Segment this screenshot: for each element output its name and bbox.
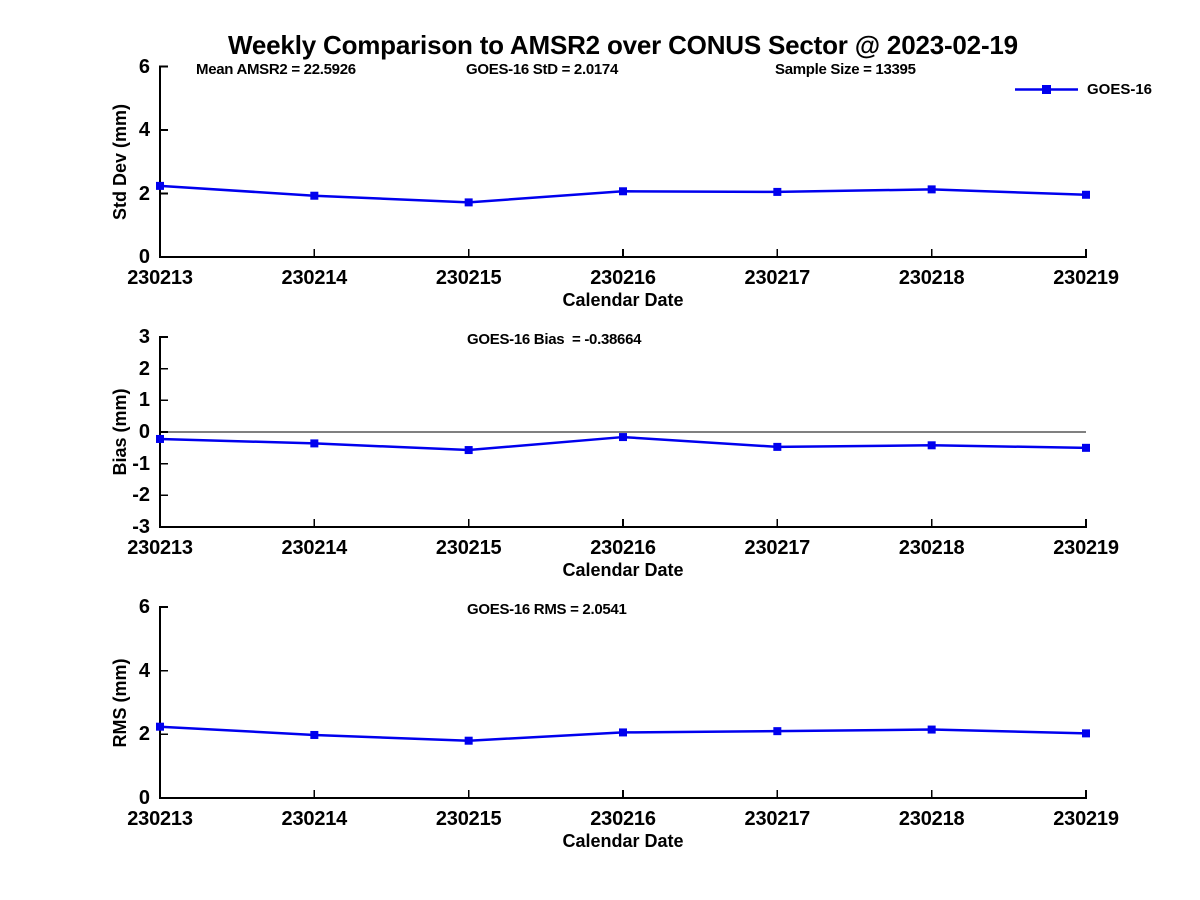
y-tick-label: 4 (138, 659, 150, 682)
x-tick-label: 230214 (281, 267, 348, 289)
x-tick-label: 230216 (590, 267, 656, 289)
legend-marker-sample (1042, 85, 1051, 94)
y-axis-label-bias: Bias (mm) (110, 388, 130, 476)
x-tick-label: 230219 (1053, 267, 1119, 289)
subplot-stddev (156, 65, 1090, 258)
annotation-sample-size: Sample Size = 13395 (775, 60, 916, 78)
series-marker-goes16 (619, 728, 627, 737)
annotation-goes16-bias: GOES-16 Bias = -0.38664 (467, 331, 642, 348)
annotation-goes16-std: GOES-16 StD = 2.0174 (466, 60, 618, 78)
series-marker-goes16 (464, 198, 473, 207)
series-marker-goes16 (773, 442, 782, 451)
series-marker-goes16 (619, 187, 627, 196)
y-axis-label-stddev: Std Dev (mm) (110, 103, 130, 220)
x-tick-label: 230213 (127, 808, 193, 830)
series-marker-goes16 (464, 446, 473, 455)
x-tick-label: 230219 (1053, 808, 1119, 830)
series-marker-goes16 (156, 181, 164, 190)
x-tick-label: 230214 (281, 808, 348, 830)
series-marker-goes16 (310, 439, 319, 448)
series-marker-goes16 (927, 441, 936, 450)
y-tick-label: 6 (138, 596, 150, 618)
y-tick-label: 1 (138, 389, 150, 412)
x-tick-label: 230218 (898, 808, 965, 830)
axes-rms (159, 606, 1087, 799)
y-tick-label: -3 (132, 516, 150, 538)
series-marker-goes16 (927, 725, 936, 734)
x-tick-label: 230214 (281, 537, 348, 559)
x-tick-label: 230217 (744, 808, 811, 830)
x-tick-label: 230216 (590, 537, 656, 559)
x-axis-label-calendar-date: Calendar Date (562, 290, 684, 310)
series-marker-goes16 (927, 185, 936, 194)
legend-goes16-swatch (1015, 85, 1078, 94)
x-tick-label: 230217 (744, 267, 811, 289)
series-marker-goes16 (773, 727, 782, 736)
x-tick-label: 230219 (1053, 537, 1119, 559)
y-tick-label: -2 (132, 484, 150, 507)
y-tick-label: 6 (138, 55, 150, 78)
y-tick-label: 0 (138, 421, 150, 443)
x-tick-label: 230217 (744, 537, 811, 559)
series-marker-goes16 (310, 191, 319, 200)
y-tick-label: 2 (138, 357, 150, 380)
x-axis-label-calendar-date: Calendar Date (562, 831, 684, 851)
y-tick-label: 0 (138, 787, 150, 809)
annotation-goes16-rms: GOES-16 RMS = 2.0541 (467, 601, 627, 618)
y-tick-label: 4 (138, 119, 150, 141)
series-marker-goes16 (156, 722, 164, 731)
legend-goes16-label: GOES-16 (1087, 81, 1153, 98)
y-tick-label: 0 (138, 246, 150, 268)
series-marker-goes16 (1082, 190, 1090, 199)
x-tick-label: 230213 (127, 537, 193, 559)
x-tick-label: 230215 (435, 537, 502, 559)
subplot-bias (156, 336, 1090, 528)
series-marker-goes16 (1082, 443, 1090, 452)
chart-title: Weekly Comparison to AMSR2 over CONUS Se… (228, 30, 1018, 60)
x-tick-label: 230218 (898, 267, 965, 289)
y-tick-label: 3 (138, 326, 150, 348)
x-tick-label: 230216 (590, 808, 656, 830)
series-marker-goes16 (619, 433, 627, 442)
x-axis-label-calendar-date: Calendar Date (562, 560, 684, 580)
annotation-mean-amsr2: Mean AMSR2 = 22.5926 (196, 60, 356, 78)
series-marker-goes16 (773, 187, 782, 196)
y-tick-label: -1 (132, 452, 150, 475)
y-tick-label: 2 (138, 182, 150, 205)
x-tick-label: 230218 (898, 537, 965, 559)
x-tick-label: 230213 (127, 267, 193, 289)
subplot-rms (156, 606, 1090, 799)
series-marker-goes16 (1082, 729, 1090, 738)
axes-stddev (159, 65, 1087, 258)
x-tick-label: 230215 (435, 808, 502, 830)
y-axis-label-rms: RMS (mm) (110, 658, 130, 747)
y-tick-label: 2 (138, 723, 150, 746)
series-marker-goes16 (464, 736, 473, 745)
series-marker-goes16 (310, 730, 319, 739)
series-marker-goes16 (156, 434, 164, 443)
x-tick-label: 230215 (435, 267, 502, 289)
